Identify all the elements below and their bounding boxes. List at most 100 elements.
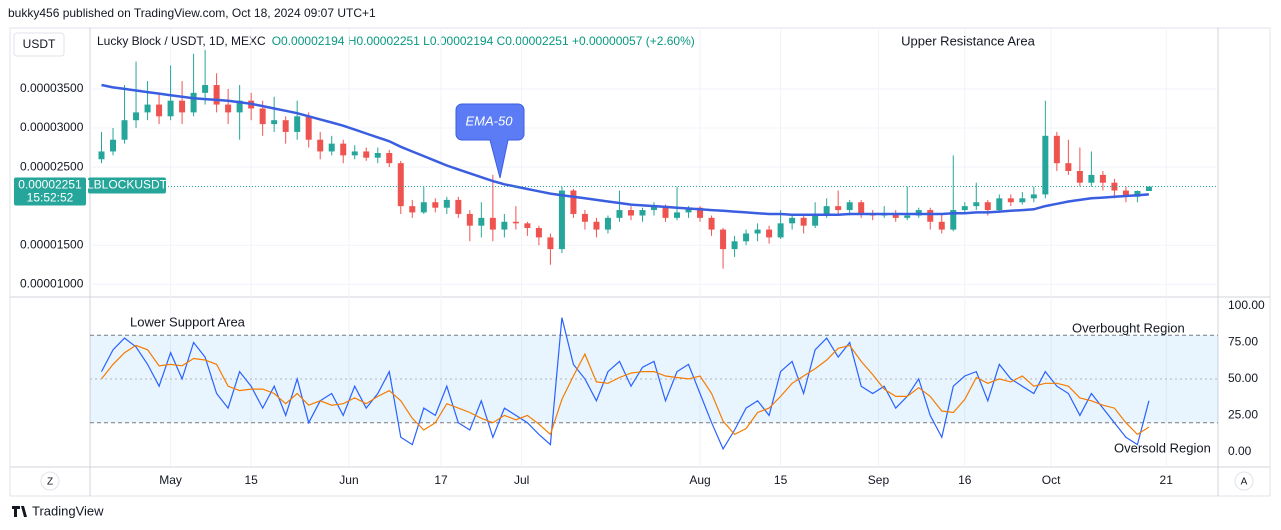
legend-title: Lucky Block / USDT, 1D, MEXC xyxy=(97,34,266,48)
candle-body xyxy=(351,151,358,156)
ema-callout xyxy=(455,103,525,179)
x-tick-label: Jul xyxy=(514,473,529,487)
candle-body xyxy=(1030,194,1037,199)
candle-body xyxy=(800,217,807,226)
candle-body xyxy=(1145,186,1152,191)
z-label[interactable]: Z xyxy=(47,477,53,488)
candle-body xyxy=(766,229,773,238)
candle-body xyxy=(535,228,542,238)
candle-body xyxy=(858,202,865,214)
price-tag-value: 0.00002251 xyxy=(18,178,82,192)
brand-logo xyxy=(12,506,27,517)
candle-body xyxy=(98,151,105,160)
candle-body xyxy=(1053,135,1060,164)
x-tick-label: Aug xyxy=(689,473,710,487)
price-tag xyxy=(14,177,86,206)
candle-body xyxy=(1122,190,1129,197)
x-tick-label: 16 xyxy=(958,473,972,487)
candle-body xyxy=(961,206,968,211)
candle-body xyxy=(1134,190,1141,197)
z-button[interactable] xyxy=(40,471,60,491)
brand: TradingView xyxy=(32,503,104,518)
candle-body xyxy=(1042,135,1049,195)
annotation: Oversold Region xyxy=(1114,440,1211,455)
candle-body xyxy=(1099,174,1106,183)
x-tick-label: Sep xyxy=(868,473,890,487)
candle-body xyxy=(547,237,554,250)
candle-body xyxy=(328,143,335,152)
candle-body xyxy=(236,100,243,113)
candle-body xyxy=(1088,174,1095,183)
candle-body xyxy=(524,223,531,229)
x-tick-label: 15 xyxy=(774,473,788,487)
countdown: 15:52:52 xyxy=(27,191,74,205)
candle-body xyxy=(340,143,347,156)
candle-body xyxy=(156,104,163,117)
frame xyxy=(9,27,1271,497)
candle-body xyxy=(409,206,416,213)
candle-body xyxy=(570,190,577,214)
candle-body xyxy=(639,210,646,216)
y-tick-label: 0.00003500 xyxy=(20,81,84,95)
candle-body xyxy=(558,190,565,250)
annotation: Overbought Region xyxy=(1072,320,1185,335)
candle-body xyxy=(743,233,750,242)
candle-body xyxy=(397,163,404,207)
candle-body xyxy=(593,221,600,230)
y-tick-label: 25.00 xyxy=(1228,408,1258,422)
x-tick-label: Jun xyxy=(339,473,358,487)
stoch-line xyxy=(101,344,1150,436)
currency[interactable]: USDT xyxy=(23,37,56,51)
legend-ohlc: O0.00002194 H0.00002251 L0.00002194 C0.0… xyxy=(272,34,695,48)
candle-body xyxy=(604,217,611,230)
candle-body xyxy=(282,120,289,132)
candle-body xyxy=(835,206,842,211)
candle-body xyxy=(720,229,727,250)
currency-button[interactable] xyxy=(13,32,65,57)
ema-callout-label: EMA-50 xyxy=(466,113,514,128)
stoch-line xyxy=(100,317,1150,451)
byline: bukky456 published on TradingView.com, O… xyxy=(8,6,376,20)
ema-line xyxy=(101,83,1149,216)
candle-body xyxy=(179,100,186,113)
candle-body xyxy=(731,241,738,250)
a-button[interactable] xyxy=(1234,471,1254,491)
candle-body xyxy=(616,210,623,218)
candle-body xyxy=(202,85,209,93)
candle-body xyxy=(432,202,439,208)
y-tick-label: 0.00001500 xyxy=(20,237,84,251)
candle-body xyxy=(1007,198,1014,203)
y-tick-label: 50.00 xyxy=(1228,371,1258,385)
candle-body xyxy=(305,116,312,140)
a-label[interactable]: A xyxy=(1241,477,1248,488)
candle-body xyxy=(651,206,657,211)
annotation: Upper Resistance Area xyxy=(901,33,1035,48)
candle-body xyxy=(996,198,1003,211)
candle-body xyxy=(190,92,197,113)
legend: Lucky Block / USDT, 1D, MEXC O0.00002194 … xyxy=(97,34,695,48)
y-tick-label: 75.00 xyxy=(1228,335,1258,349)
candle-body xyxy=(294,116,301,132)
candle-body xyxy=(363,151,370,158)
candle-body xyxy=(789,217,796,224)
candle-body xyxy=(443,199,450,208)
candle-body xyxy=(662,206,669,218)
candle-body xyxy=(374,153,381,158)
x-tick-label: May xyxy=(159,473,182,487)
candle-body xyxy=(144,104,151,113)
candle-body xyxy=(110,139,117,152)
candle-body xyxy=(950,210,957,230)
y-tick-label: 0.00 xyxy=(1228,444,1252,458)
candle-body xyxy=(478,217,485,226)
y-tick-label: 0.00003000 xyxy=(20,120,84,134)
candle-body xyxy=(754,229,761,234)
candle-body xyxy=(777,223,784,238)
candle-body xyxy=(674,212,681,218)
symbol-tag xyxy=(88,177,166,194)
candle-body xyxy=(317,139,324,152)
candle-body xyxy=(466,213,473,226)
candle-body xyxy=(892,213,899,218)
candle-body xyxy=(455,199,462,214)
candle-body xyxy=(420,202,427,213)
